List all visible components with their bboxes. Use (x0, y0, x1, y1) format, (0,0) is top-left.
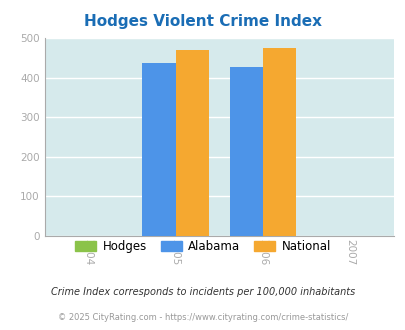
Text: Hodges Violent Crime Index: Hodges Violent Crime Index (84, 14, 321, 29)
Text: © 2025 CityRating.com - https://www.cityrating.com/crime-statistics/: © 2025 CityRating.com - https://www.city… (58, 313, 347, 322)
Legend: Hodges, Alabama, National: Hodges, Alabama, National (70, 236, 335, 258)
Text: Crime Index corresponds to incidents per 100,000 inhabitants: Crime Index corresponds to incidents per… (51, 287, 354, 297)
Bar (175, 50, 208, 236)
Bar (262, 48, 295, 236)
Bar (229, 67, 262, 236)
Bar (142, 63, 175, 236)
